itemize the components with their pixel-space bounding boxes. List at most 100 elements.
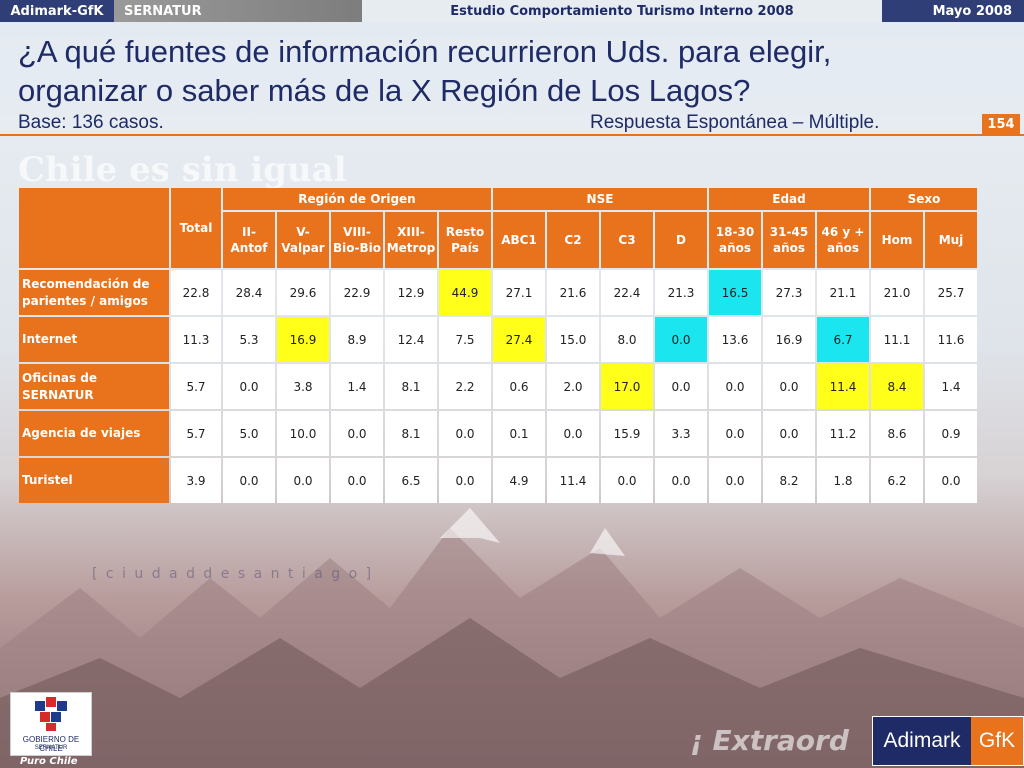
table-cell: 0.0 <box>277 458 329 503</box>
row-label: Oficinas de SERNATUR <box>19 364 169 409</box>
column-header-line: 18-30 <box>715 225 755 239</box>
row-label-line: parientes / amigos <box>22 293 148 308</box>
total-cell: 11.3 <box>171 317 221 362</box>
table-cell: 22.9 <box>331 270 383 315</box>
background-slogan: Chile es sin igual <box>18 150 347 190</box>
group-header: Sexo <box>871 188 977 210</box>
column-header-line: País <box>451 241 479 255</box>
table-cell: 16.9 <box>277 317 329 362</box>
header-study: Estudio Comportamiento Turismo Interno 2… <box>362 0 882 22</box>
table-cell: 21.1 <box>817 270 869 315</box>
column-header: 31-45 años <box>763 212 815 268</box>
header-date: Mayo 2008 <box>882 0 1024 22</box>
table-row: Oficinas de SERNATUR 5.7 0.0 3.8 1.4 8.1 2.2 0.6… <box>19 364 977 409</box>
row-label-line: Recomendación de <box>22 276 150 291</box>
column-header-line: años <box>772 241 806 255</box>
table-cell: 21.0 <box>871 270 923 315</box>
table-cell: 11.4 <box>547 458 599 503</box>
table-cell: 3.8 <box>277 364 329 409</box>
slide-title: ¿A qué fuentes de información recurriero… <box>18 32 1008 110</box>
column-header-line: 46 y + <box>821 225 865 239</box>
column-header: Muj <box>925 212 977 268</box>
row-label-line: Oficinas de <box>22 370 98 385</box>
table-cell: 5.3 <box>223 317 275 362</box>
table-cell: 0.0 <box>709 364 761 409</box>
table-cell: 27.4 <box>493 317 545 362</box>
adimark-gfk-logo: Adimark GfK <box>872 716 1024 766</box>
table-cell: 25.7 <box>925 270 977 315</box>
column-header-line: VIII- <box>343 225 371 239</box>
table-cell: 8.9 <box>331 317 383 362</box>
total-cell: 22.8 <box>171 270 221 315</box>
row-label: Turistel <box>19 458 169 503</box>
table-cell: 29.6 <box>277 270 329 315</box>
table-cell: 0.1 <box>493 411 545 456</box>
gfk-logo-text: GfK <box>971 717 1023 765</box>
title-area: ¿A qué fuentes de información recurriero… <box>0 22 1024 134</box>
group-header: NSE <box>493 188 707 210</box>
column-header-line: D <box>676 233 686 247</box>
table-cell: 0.0 <box>223 364 275 409</box>
total-cell: 5.7 <box>171 364 221 409</box>
column-header-line: años <box>826 241 860 255</box>
background-mountains <box>0 508 1024 768</box>
table-row: Recomendación de parientes / amigos 22.8 28… <box>19 270 977 315</box>
table-cell: 0.0 <box>655 364 707 409</box>
column-header: Resto País <box>439 212 491 268</box>
total-cell: 3.9 <box>171 458 221 503</box>
table-cell: 21.3 <box>655 270 707 315</box>
table-cell: 27.3 <box>763 270 815 315</box>
table-cell: 0.0 <box>763 364 815 409</box>
table-cell: 6.7 <box>817 317 869 362</box>
table-cell: 22.4 <box>601 270 653 315</box>
header-client: SERNATUR <box>114 0 362 22</box>
table-cell: 15.0 <box>547 317 599 362</box>
table-cell: 4.9 <box>493 458 545 503</box>
row-label: Recomendación de parientes / amigos <box>19 270 169 315</box>
slide-title-line-1: ¿A qué fuentes de información recurriero… <box>18 34 832 69</box>
table-cell: 0.0 <box>655 317 707 362</box>
table-cell: 0.0 <box>439 458 491 503</box>
table-cell: 0.0 <box>331 411 383 456</box>
table-cell: 8.1 <box>385 411 437 456</box>
table-cell: 1.4 <box>925 364 977 409</box>
column-header: C2 <box>547 212 599 268</box>
table-cell: 27.1 <box>493 270 545 315</box>
table-cell: 28.4 <box>223 270 275 315</box>
column-header-line: Hom <box>881 233 913 247</box>
group-header: Edad <box>709 188 869 210</box>
header-bar: Adimark-GfK SERNATUR Estudio Comportamie… <box>0 0 1024 22</box>
column-header-line: Muj <box>938 233 964 247</box>
column-header: XIII- Metrop <box>385 212 437 268</box>
slide-number-badge: 154 <box>982 114 1020 134</box>
row-label: Agencia de viajes <box>19 411 169 456</box>
row-label-line: SERNATUR <box>22 387 94 402</box>
column-header-line: C2 <box>564 233 582 247</box>
table-cell: 13.6 <box>709 317 761 362</box>
table-cell: 0.6 <box>493 364 545 409</box>
table-cell: 12.9 <box>385 270 437 315</box>
gobierno-logo-text: GOBIERNO DE CHILE <box>22 735 80 753</box>
table-corner-cell <box>19 188 169 268</box>
gobierno-emblem-icon <box>35 697 67 731</box>
table-cell: 44.9 <box>439 270 491 315</box>
column-header: D <box>655 212 707 268</box>
table-cell: 0.0 <box>331 458 383 503</box>
column-header-line: Antof <box>230 241 268 255</box>
response-type: Respuesta Espontánea – Múltiple. <box>590 112 880 133</box>
adimark-logo-text: Adimark <box>873 717 971 765</box>
background-caption: [ c i u d a d d e s a n t i a g o ] <box>92 566 374 582</box>
row-label-line: Internet <box>22 332 78 346</box>
gobierno-logo: GOBIERNO DE CHILE SERNATUR <box>10 692 92 756</box>
puro-chile-text: Puro Chile <box>20 756 78 767</box>
table-cell: 11.1 <box>871 317 923 362</box>
row-label-line: Agencia de viajes <box>22 426 141 440</box>
table-cell: 0.9 <box>925 411 977 456</box>
column-header: VIII- Bio-Bio <box>331 212 383 268</box>
column-header-line: XIII- <box>397 225 425 239</box>
table-cell: 21.6 <box>547 270 599 315</box>
base-note: Base: 136 casos. <box>18 112 164 133</box>
table-cell: 0.0 <box>547 411 599 456</box>
table-cell: 2.2 <box>439 364 491 409</box>
header-brand: Adimark-GfK <box>0 0 114 22</box>
